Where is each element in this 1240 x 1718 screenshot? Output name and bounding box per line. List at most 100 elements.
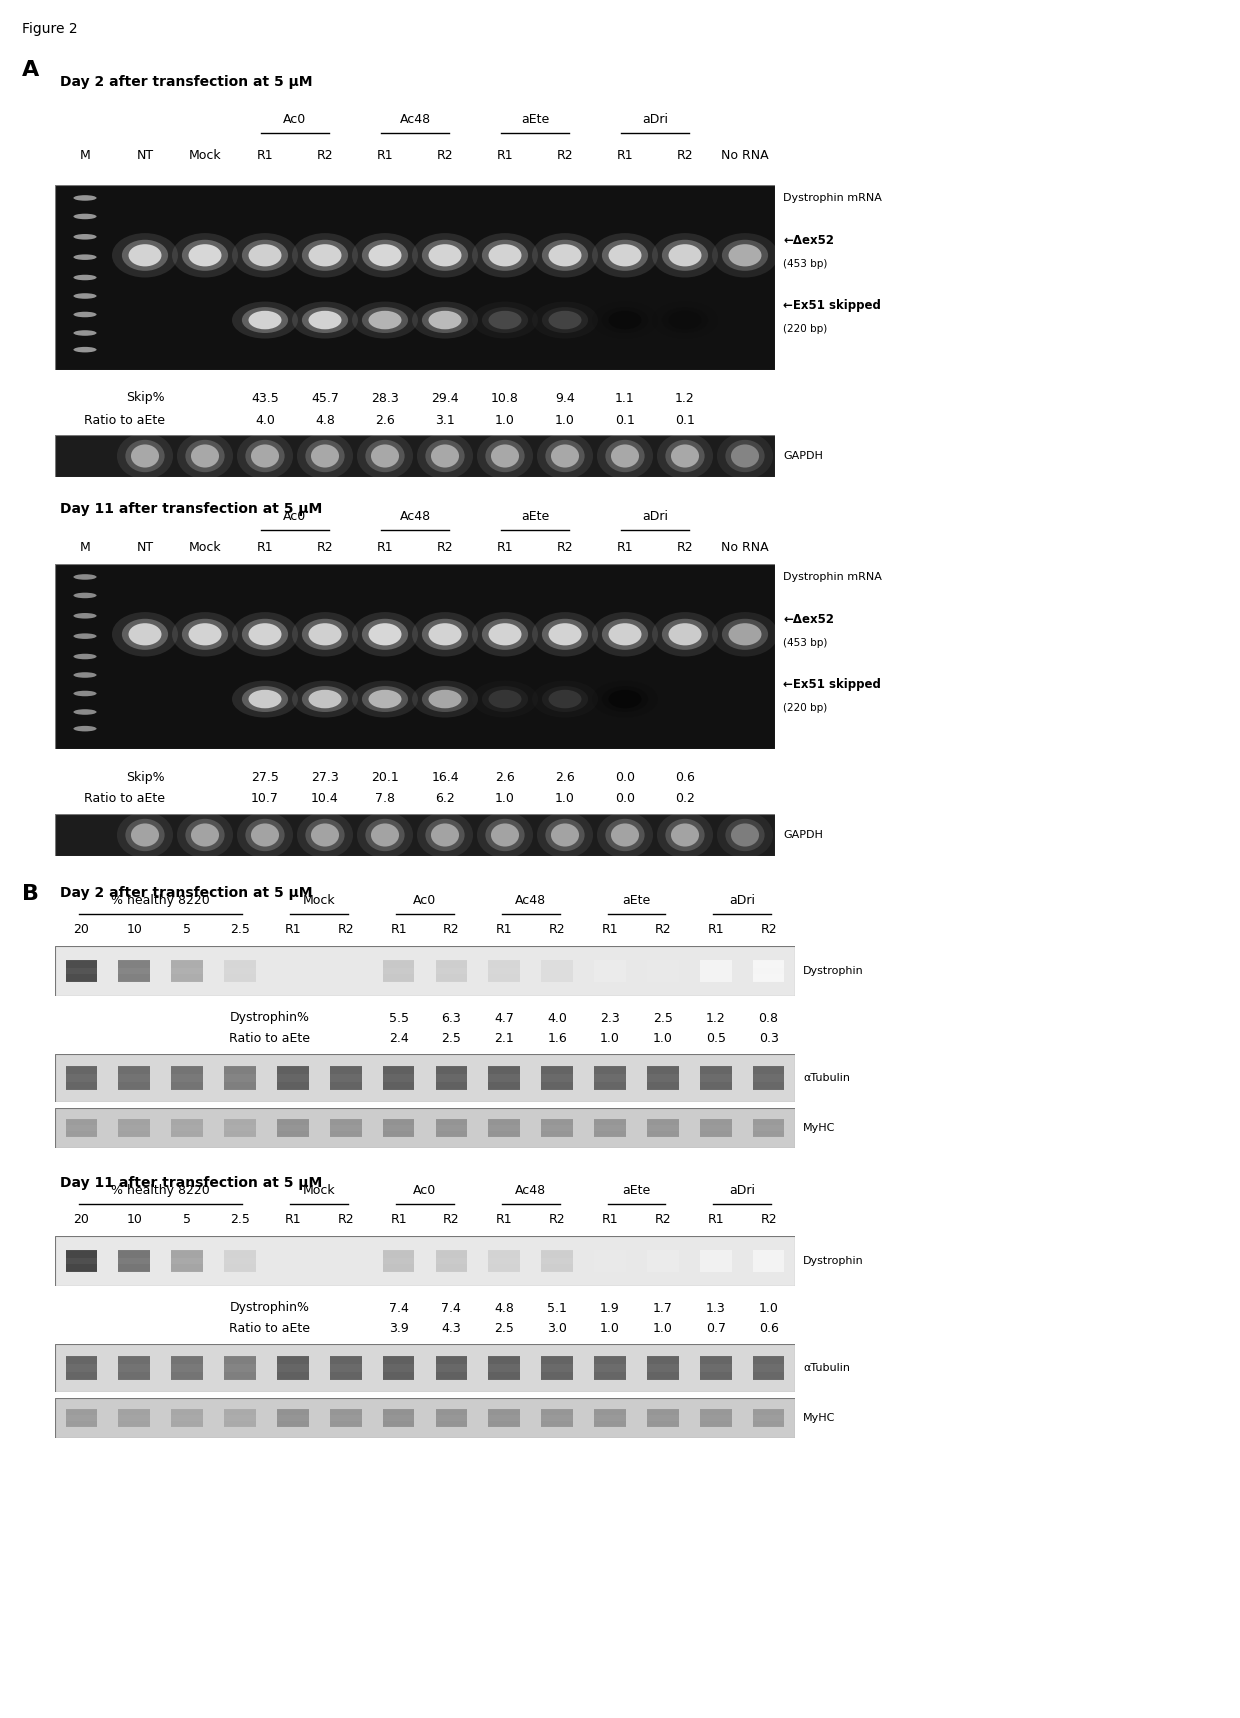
Ellipse shape	[237, 433, 293, 479]
Ellipse shape	[73, 655, 97, 660]
Ellipse shape	[305, 440, 345, 472]
Text: 1.7: 1.7	[653, 1302, 673, 1314]
Bar	[647, 1371, 678, 1380]
Ellipse shape	[472, 612, 538, 656]
Bar	[647, 1082, 678, 1089]
Bar	[171, 1421, 203, 1426]
Ellipse shape	[352, 302, 418, 338]
Text: 1.2: 1.2	[706, 1012, 725, 1024]
Bar	[542, 1356, 573, 1380]
Bar	[542, 960, 573, 967]
Text: 1.0: 1.0	[600, 1031, 620, 1045]
Ellipse shape	[242, 685, 288, 711]
Bar	[383, 960, 414, 967]
Text: 27.5: 27.5	[250, 770, 279, 783]
Text: 10.8: 10.8	[491, 392, 518, 404]
Bar	[542, 1067, 573, 1074]
Bar	[753, 1130, 785, 1136]
Ellipse shape	[301, 685, 348, 711]
Text: R2: R2	[549, 923, 565, 936]
Ellipse shape	[242, 618, 288, 649]
Text: Day 2 after transfection at 5 μM: Day 2 after transfection at 5 μM	[60, 886, 312, 900]
Text: 2.4: 2.4	[388, 1031, 408, 1045]
Text: 2.6: 2.6	[556, 770, 575, 783]
Ellipse shape	[368, 624, 402, 646]
Text: 1.1: 1.1	[615, 392, 635, 404]
Ellipse shape	[609, 624, 641, 646]
Text: GAPDH: GAPDH	[782, 830, 823, 840]
Text: R2: R2	[677, 149, 693, 161]
Text: MyHC: MyHC	[804, 1412, 836, 1423]
Bar	[647, 1421, 678, 1426]
Text: R2: R2	[677, 541, 693, 553]
Ellipse shape	[666, 440, 704, 472]
Text: 1.0: 1.0	[556, 414, 575, 426]
Bar	[489, 960, 520, 967]
Bar	[699, 1264, 732, 1271]
Ellipse shape	[652, 234, 718, 278]
Bar	[489, 1082, 520, 1089]
Text: Dystrophin mRNA: Dystrophin mRNA	[782, 572, 882, 582]
Ellipse shape	[729, 244, 761, 266]
Ellipse shape	[232, 234, 298, 278]
Ellipse shape	[605, 440, 645, 472]
Bar	[699, 1130, 732, 1136]
Ellipse shape	[722, 618, 768, 649]
Ellipse shape	[182, 618, 228, 649]
Text: Dystrophin: Dystrophin	[804, 966, 864, 976]
Ellipse shape	[246, 819, 285, 850]
Ellipse shape	[117, 813, 174, 857]
Text: (453 bp): (453 bp)	[782, 639, 827, 648]
Text: Ac48: Ac48	[515, 893, 547, 907]
Text: 2.1: 2.1	[495, 1031, 515, 1045]
Ellipse shape	[730, 823, 759, 847]
Ellipse shape	[482, 618, 528, 649]
Text: 4.7: 4.7	[495, 1012, 515, 1024]
Bar	[489, 1065, 520, 1089]
Text: Day 11 after transfection at 5 μM: Day 11 after transfection at 5 μM	[60, 502, 322, 515]
Bar	[435, 1120, 467, 1125]
Text: 3.0: 3.0	[547, 1321, 567, 1335]
Bar	[171, 1251, 203, 1258]
Bar	[66, 1357, 97, 1364]
Ellipse shape	[191, 445, 219, 467]
Bar	[119, 1082, 150, 1089]
Ellipse shape	[248, 311, 281, 330]
Ellipse shape	[532, 302, 598, 338]
Ellipse shape	[671, 823, 699, 847]
Ellipse shape	[605, 819, 645, 850]
Text: Ac0: Ac0	[284, 113, 306, 125]
Text: R1: R1	[707, 1213, 724, 1227]
Bar	[383, 960, 414, 983]
Ellipse shape	[551, 445, 579, 467]
Ellipse shape	[296, 433, 353, 479]
Bar	[330, 1130, 362, 1136]
Bar	[753, 1251, 785, 1258]
Bar	[594, 1130, 626, 1136]
Ellipse shape	[482, 241, 528, 271]
Ellipse shape	[131, 445, 159, 467]
Text: 5: 5	[184, 1213, 191, 1227]
Bar	[489, 1356, 520, 1380]
Text: Day 11 after transfection at 5 μM: Day 11 after transfection at 5 μM	[60, 1177, 322, 1191]
Text: 7.4: 7.4	[388, 1302, 408, 1314]
Ellipse shape	[542, 308, 588, 333]
Bar	[699, 1251, 732, 1258]
Text: M: M	[79, 541, 91, 553]
Bar	[542, 1371, 573, 1380]
Ellipse shape	[609, 244, 641, 266]
Bar	[594, 1357, 626, 1364]
Text: 3.1: 3.1	[435, 414, 455, 426]
Bar	[383, 1130, 414, 1136]
Text: R1: R1	[284, 1213, 301, 1227]
Bar	[435, 1264, 467, 1271]
Text: Ac48: Ac48	[399, 113, 430, 125]
Bar	[119, 974, 150, 981]
Text: R2: R2	[316, 149, 334, 161]
Bar	[171, 960, 203, 967]
Bar	[542, 960, 573, 983]
Ellipse shape	[129, 624, 161, 646]
Bar	[435, 1118, 467, 1137]
Bar	[224, 974, 255, 981]
Bar	[542, 1410, 573, 1416]
